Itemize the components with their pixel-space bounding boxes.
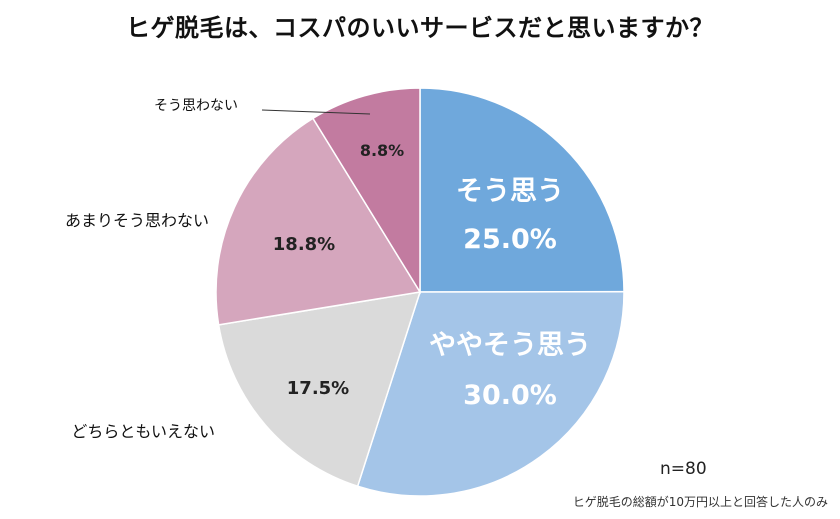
slice-2-wedge (356, 290, 625, 497)
leader-lines (261, 109, 371, 115)
slice-3-wedge (217, 291, 422, 488)
slice-3-value-label: 17.5% (287, 378, 349, 399)
slice-4-wedge (215, 117, 422, 326)
pie-slices (215, 87, 625, 497)
slice-2-category-label: ややそう思う (429, 330, 591, 361)
footnote: ヒゲ脱毛の総額が10万円以上と回答した人のみ (572, 495, 828, 509)
slice-1-wedge (419, 87, 625, 293)
slice-5-leader-line (261, 109, 371, 115)
slice-2-value-label: 30.0% (463, 380, 557, 411)
slice-5-category-label: そう思わない (154, 98, 238, 114)
sample-size-label: n=80 (660, 459, 707, 479)
slice-5-wedge (311, 87, 421, 295)
slice-4-category-label: あまりそう思わない (65, 211, 209, 230)
slice-5-value-label: 8.8% (360, 141, 404, 160)
slice-labels: そう思う 25.0% ややそう思う 30.0% 17.5% どちらともいえない 18.8% あ… (65, 98, 591, 441)
slice-1-value-label: 25.0% (463, 224, 557, 255)
slice-4-value-label: 18.8% (273, 234, 335, 255)
slice-1-category-label: そう思う (456, 176, 564, 207)
slice-3-category-label: どちらともいえない (71, 422, 215, 441)
chart-title: ヒゲ脱毛は、コスパのいいサービスだと思いますか？ (126, 14, 714, 42)
